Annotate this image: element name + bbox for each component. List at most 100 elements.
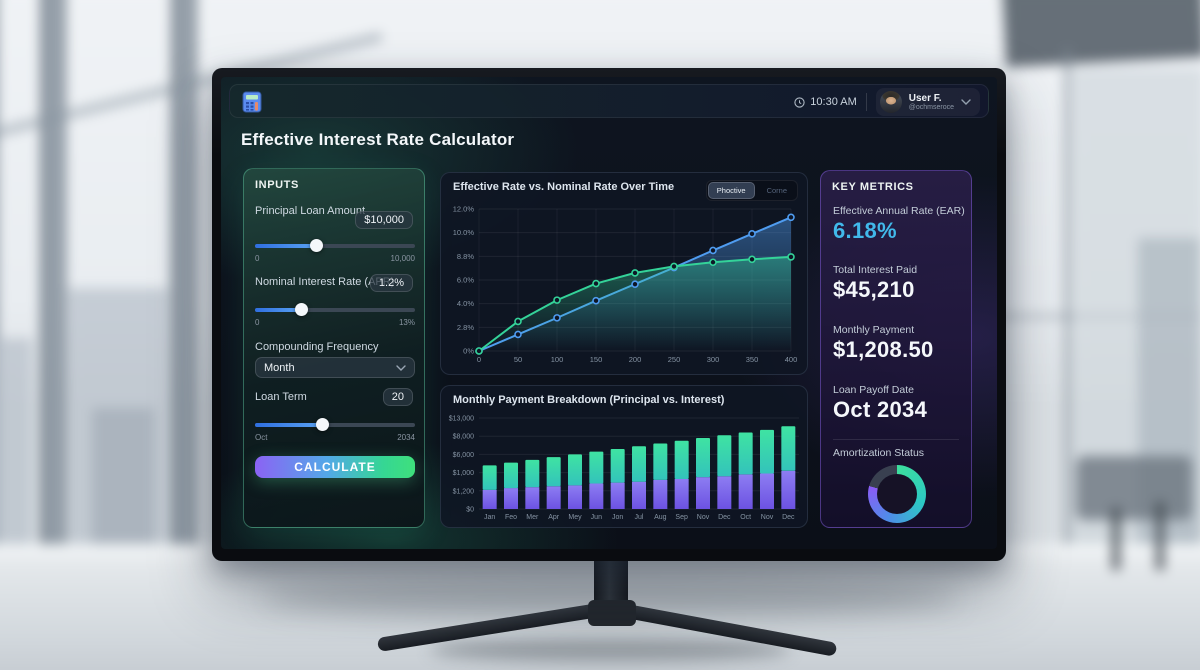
apr-range: 0 13%	[255, 318, 415, 327]
rate-chart-toggle: Phoctive Corne	[705, 180, 798, 201]
term-label: Loan Term	[255, 391, 307, 403]
monthly-payment-value: $1,208.50	[833, 337, 934, 362]
apr-slider[interactable]	[255, 303, 415, 316]
monthly-payment-label: Monthly Payment	[833, 324, 915, 336]
window-mullion	[171, 0, 197, 588]
chevron-down-icon	[396, 364, 406, 371]
svg-text:2.8%: 2.8%	[457, 323, 474, 332]
top-bar: 10:30 AM User F. @ochmseroce	[229, 84, 989, 118]
slider-thumb[interactable]	[309, 239, 323, 252]
range-min: Oct	[255, 433, 268, 442]
svg-text:0%: 0%	[463, 347, 474, 356]
svg-text:6.0%: 6.0%	[457, 276, 474, 285]
svg-text:Nov: Nov	[761, 514, 774, 521]
slider-track[interactable]	[255, 423, 415, 427]
term-value-field[interactable]: 20	[382, 388, 413, 406]
topbar-divider	[865, 93, 867, 111]
calculate-button[interactable]: CALCULATE	[255, 456, 415, 478]
principal-slider[interactable]	[255, 239, 415, 252]
monitor: 10:30 AM User F. @ochmseroce	[212, 68, 1006, 561]
amortization-donut-chart	[868, 465, 926, 523]
total-interest-label: Total Interest Paid	[833, 264, 918, 276]
chevron-down-icon[interactable]	[961, 99, 971, 105]
slider-fill	[255, 423, 323, 427]
payment-chart-title: Monthly Payment Breakdown (Principal vs.…	[453, 394, 725, 406]
clock-icon	[794, 96, 805, 108]
payoff-date-value: Oct 2034	[833, 397, 928, 422]
slider-fill	[255, 244, 316, 248]
frequency-dropdown[interactable]: Month	[255, 357, 415, 378]
svg-text:$0: $0	[466, 507, 474, 514]
apr-value-field[interactable]: 1.2%	[369, 274, 413, 292]
svg-text:$6,000: $6,000	[453, 452, 475, 459]
dashboard-screen: 10:30 AM User F. @ochmseroce	[221, 77, 997, 549]
payment-bar-chart: $13,000 $8,000 $6,000 $1,000 $1,200 $0 Jan Feo M…	[449, 416, 799, 521]
svg-text:Apr: Apr	[548, 514, 560, 521]
slider-thumb[interactable]	[295, 303, 309, 316]
principal-value-field[interactable]: $10,000	[355, 211, 413, 229]
svg-text:Jun: Jun	[591, 514, 602, 521]
page-title: Effective Interest Rate Calculator	[241, 130, 515, 149]
svg-text:Mer: Mer	[526, 514, 539, 521]
svg-text:4.0%: 4.0%	[457, 299, 474, 308]
inputs-header: INPUTS	[255, 179, 299, 191]
metrics-header: KEY METRICS	[832, 181, 914, 193]
calculator-icon	[242, 91, 262, 113]
range-max: 2034	[397, 433, 415, 442]
slider-track[interactable]	[255, 244, 415, 248]
donut-hole	[877, 474, 917, 514]
office-furniture	[1076, 456, 1192, 520]
slider-thumb[interactable]	[316, 418, 330, 431]
key-metrics-panel: KEY METRICS Effective Annual Rate (EAR) …	[820, 170, 972, 528]
svg-text:Feo: Feo	[505, 514, 517, 521]
term-range: Oct 2034	[255, 433, 415, 442]
svg-text:Dec: Dec	[782, 514, 795, 521]
amortization-label: Amortization Status	[833, 447, 925, 459]
svg-text:50: 50	[514, 355, 522, 364]
term-slider[interactable]	[255, 418, 415, 431]
slider-track[interactable]	[255, 308, 415, 312]
svg-text:$8,000: $8,000	[453, 434, 475, 441]
range-min: 0	[255, 318, 260, 327]
stand-shadow	[430, 638, 790, 662]
range-max: 10,000	[390, 254, 415, 263]
monitor-stand-hub	[588, 600, 636, 626]
window-frame	[1001, 0, 1200, 68]
glass-partition-edge	[1064, 48, 1071, 588]
furniture-leg	[1112, 508, 1120, 570]
svg-text:Dec: Dec	[718, 514, 731, 521]
frequency-label: Compounding Frequency	[255, 341, 379, 353]
svg-text:$13,000: $13,000	[449, 416, 474, 423]
svg-text:100: 100	[551, 355, 564, 364]
total-interest-value: $45,210	[833, 277, 915, 302]
svg-text:Mey: Mey	[568, 514, 582, 521]
frequency-value: Month	[264, 361, 295, 374]
rate-line-chart: 12.0% 10.0% 8.8% 6.0% 4.0% 2.8% 0%0 50 100 150 200…	[453, 205, 798, 365]
avatar[interactable]	[879, 91, 902, 113]
user-menu[interactable]: User F. @ochmseroce	[875, 88, 980, 116]
principal-range: 0 10,000	[255, 254, 415, 263]
city-skyline	[0, 338, 32, 578]
inputs-panel: INPUTS Principal Loan Amount $10,000 0 1…	[243, 168, 425, 528]
svg-text:Jul: Jul	[635, 514, 644, 521]
svg-text:10.0%: 10.0%	[453, 228, 475, 237]
user-handle: @ochmseroce	[908, 103, 954, 111]
toggle-option-active[interactable]: Phoctive	[707, 182, 755, 199]
furniture-leg	[1156, 502, 1164, 570]
svg-text:12.0%: 12.0%	[453, 205, 475, 214]
svg-text:400: 400	[785, 355, 798, 364]
range-min: 0	[255, 254, 260, 263]
svg-text:200: 200	[629, 355, 642, 364]
svg-text:Sep: Sep	[675, 514, 688, 521]
ear-label: Effective Annual Rate (EAR)	[833, 205, 965, 217]
principal-label: Principal Loan Amount	[255, 205, 366, 217]
ear-value: 6.18%	[833, 218, 897, 243]
toggle-option-inactive[interactable]: Corne	[766, 186, 787, 195]
payment-chart-panel: Monthly Payment Breakdown (Principal vs.…	[440, 385, 808, 528]
svg-text:8.8%: 8.8%	[457, 252, 474, 261]
svg-text:Aug: Aug	[654, 514, 667, 521]
svg-text:250: 250	[668, 355, 681, 364]
svg-text:300: 300	[707, 355, 720, 364]
svg-text:0: 0	[477, 355, 481, 364]
